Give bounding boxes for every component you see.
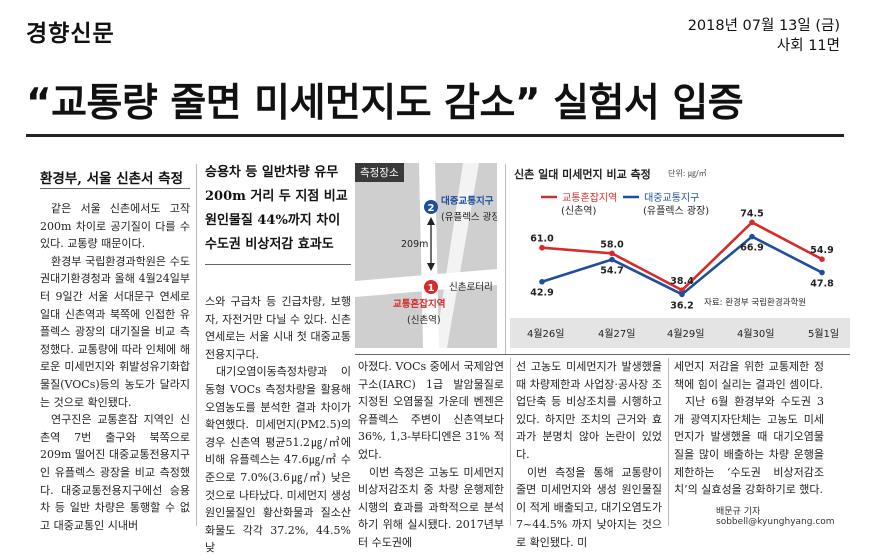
subhead-left: 환경부, 서울 신촌서 측정 [40, 171, 183, 187]
legend-blue-sub: (유플렉스 광장) [643, 206, 710, 217]
x-tick-label: 5월1일 [808, 329, 840, 340]
rotary-label: 신촌로터리 [449, 282, 493, 293]
x-tick-label: 4월27일 [598, 329, 636, 340]
point-2-marker-icon [424, 200, 438, 214]
headline-rule [26, 134, 844, 137]
x-tick-label: 4월29일 [667, 329, 705, 340]
subhead-right: 승용차 등 일반차량 유무 200m 거리 두 지점 비교 원인물질 44%까지… [205, 161, 351, 257]
paragraph: 아졌다. VOCs 중에서 국제암연구소(IARC) 1급 발암물질로 지정된 … [358, 360, 505, 461]
pm-line-chart: 61.0 58.0 38.4 74.5 54.9 42.9 54.7 36.2 66.9 47.8 [530, 208, 834, 311]
location-map: 2 1 측정장소 대중교통지구 (유플렉스 광장) 209m 신촌로터리 교통혼… [355, 163, 497, 348]
point-1-number: 1 [428, 283, 435, 294]
column-divider [196, 164, 197, 526]
masthead: 경향신문 [26, 20, 115, 47]
paragraph: 연구진은 교통혼잡 지역인 신촌역 7번 출구와 북쪽으로 209m 떨어진 대… [40, 413, 190, 532]
data-point [819, 256, 825, 262]
paragraph: 지난 6월 환경부와 수도권 3개 광역지자단체는 고농도 미세먼지가 발생했을… [674, 395, 824, 497]
data-label: 66.9 [740, 243, 763, 254]
data-label: 61.0 [530, 234, 554, 245]
legend-blue: 대중교통지구 (유플렉스 광장) [623, 186, 709, 218]
section-page: 사회 11면 [776, 38, 840, 54]
paragraph: 이번 측정을 통해 교통량이 줄면 미세먼지와 생성 원인물질이 적게 배출되고… [516, 465, 662, 549]
data-label: 74.5 [740, 208, 763, 219]
data-label: 54.7 [600, 266, 623, 277]
article-column-4: 선 고농도 미세먼지가 발생했을 때 차량제한과 사업장·공사장 조업단축 등 … [516, 358, 662, 552]
paragraph: 대기오염이동측정차량과 이동형 VOCs 측정차량을 활용해 오염농도를 분석한… [205, 365, 351, 555]
arrow-down-icon [427, 263, 435, 271]
data-point [539, 278, 545, 285]
subhead-line: 원인물질 44%까지 차이 [205, 213, 341, 228]
paragraph: 같은 서울 신촌에서도 고작 200m 차이로 공기질이 다를 수 있다. 교통… [40, 202, 190, 251]
dateline: 2018년 07월 13일 (금) 사회 11면 [688, 16, 840, 56]
chart-title: 신촌 일대 미세먼지 비교 측정 [514, 168, 651, 181]
x-tick-label: 4월26일 [527, 329, 565, 340]
data-point [749, 233, 755, 240]
figure-bottom-rule [355, 354, 850, 355]
paragraph: 환경부 국립환경과학원은 수도권대기환경청과 올해 4월24일부터 9일간 서울… [40, 254, 190, 409]
subhead-line: 수도권 비상저감 효과도 [205, 237, 334, 252]
legend-red-swatch-icon [541, 195, 557, 198]
legend-blue-name: 대중교통지구 [644, 193, 700, 204]
legend-blue-swatch-icon [623, 195, 639, 198]
road-diagonal [435, 163, 479, 348]
chart-source: 자료: 환경부 국립환경과학원 [704, 298, 807, 308]
subhead-left-rule [40, 188, 190, 189]
data-point [539, 244, 545, 251]
chart-unit: 단위: ㎍/㎥ [668, 169, 707, 178]
series-layer: 61.0 58.0 38.4 74.5 54.9 42.9 54.7 36.2 66.9 47.8 [530, 208, 834, 311]
distance-label: 209m [401, 239, 429, 250]
point-2-number: 2 [428, 203, 435, 214]
data-label: 42.9 [530, 288, 553, 299]
map-graphic: 2 1 [355, 163, 497, 348]
byline: 배문규 기자 sobbell@kyunghyang.com [716, 507, 835, 527]
data-point [609, 256, 615, 263]
point-1-marker-icon [424, 280, 438, 294]
column-divider [505, 164, 506, 354]
subhead-line: 200m 거리 두 지점 비교 [205, 189, 348, 204]
column-divider [668, 358, 669, 526]
data-label: 47.8 [810, 279, 834, 290]
paragraph: 이번 측정은 고농도 미세먼지 비상저감조치 중 차량 운행제한 시행의 효과를… [358, 465, 504, 549]
data-label: 58.0 [600, 239, 624, 250]
article-column-2: 스와 구급차 등 긴급차량, 보행자, 자전거만 다닐 수 있다. 신촌 연세로… [205, 293, 351, 557]
map-tag: 측정장소 [355, 163, 404, 182]
x-tick-label: 4월30일 [737, 329, 775, 340]
x-axis-band [510, 318, 850, 348]
arrow-up-icon [427, 217, 435, 225]
data-point [609, 250, 615, 257]
legend-red-name: 교통혼잡지역 [562, 193, 618, 204]
data-label: 38.4 [670, 276, 694, 287]
paragraph: 스와 구급차 등 긴급차량, 보행자, 자전거만 다닐 수 있다. 신촌 연세로… [205, 295, 351, 361]
subhead-right-rule [205, 264, 351, 265]
point-2-sub: (유플렉스 광장) [441, 212, 497, 223]
paragraph: 선 고농도 미세먼지가 발생했을 때 차량제한과 사업장·공사장 조업단축 등 … [516, 360, 662, 461]
data-label: 54.9 [810, 245, 833, 256]
data-point [749, 219, 755, 226]
point-2-name: 대중교통지구 [441, 196, 494, 207]
article-column-1: 같은 서울 신촌에서도 고작 200m 차이로 공기질이 다를 수 있다. 교통… [40, 200, 190, 534]
column-divider [510, 358, 511, 526]
article-column-3: 아졌다. VOCs 중에서 국제암연구소(IARC) 1급 발암물질로 지정된 … [358, 358, 504, 552]
article-column-5: 세먼지 저감을 위한 교통제한 정책에 힘이 실리는 결과인 셈이다. 지난 6… [674, 358, 824, 499]
point-1-sub: (신촌역) [407, 315, 441, 326]
legend-red: 교통혼잡지역 (신촌역) [541, 186, 617, 218]
legend-red-sub: (신촌역) [561, 206, 597, 217]
paragraph: 세먼지 저감을 위한 교통제한 정책에 힘이 실리는 결과인 셈이다. [674, 360, 824, 391]
data-point [819, 269, 825, 276]
subhead-line: 승용차 등 일반차량 유무 [205, 165, 339, 180]
data-point [679, 291, 685, 298]
data-label: 36.2 [670, 300, 693, 311]
point-1-name: 교통혼잡지역 [393, 299, 446, 310]
headline: “교통량 줄면 미세먼지도 감소” 실험서 입증 [26, 81, 744, 126]
publish-date: 2018년 07월 13일 (금) [687, 18, 840, 34]
